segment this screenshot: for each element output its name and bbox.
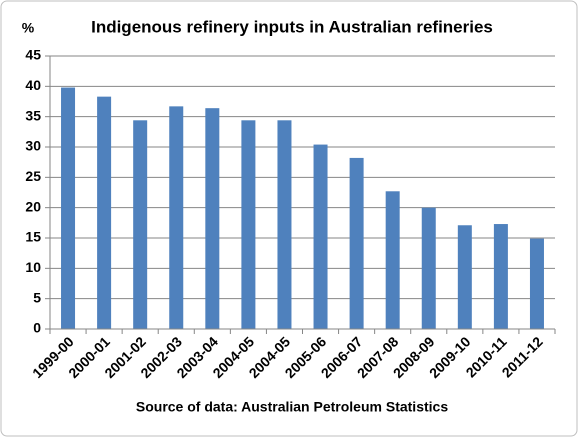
bar: [421, 207, 436, 329]
bar: [133, 120, 148, 329]
bar: [493, 224, 508, 329]
bar: [385, 191, 400, 329]
bar: [169, 106, 184, 329]
chart-title: Indigenous refinery inputs in Australian…: [91, 17, 493, 36]
bar: [277, 120, 292, 329]
y-tick-label: 35: [25, 107, 41, 123]
bar: [457, 225, 472, 329]
y-tick-label: 10: [25, 259, 41, 275]
bar: [205, 108, 220, 329]
y-axis-label: %: [22, 20, 35, 36]
bar: [349, 157, 364, 329]
y-tick-label: 30: [25, 138, 41, 154]
bar: [313, 144, 328, 329]
y-tick-label: 20: [25, 198, 41, 214]
bar: [61, 87, 76, 330]
y-tick-label: 5: [33, 289, 41, 305]
y-tick-label: 15: [25, 229, 41, 245]
y-tick-label: 0: [33, 320, 41, 336]
bar: [241, 120, 256, 329]
source-note: Source of data: Australian Petroleum Sta…: [136, 399, 448, 415]
bar: [97, 96, 112, 329]
y-tick-label: 25: [25, 168, 41, 184]
y-tick-label: 40: [25, 77, 41, 93]
y-tick-label: 45: [25, 47, 41, 63]
bar: [529, 238, 544, 329]
